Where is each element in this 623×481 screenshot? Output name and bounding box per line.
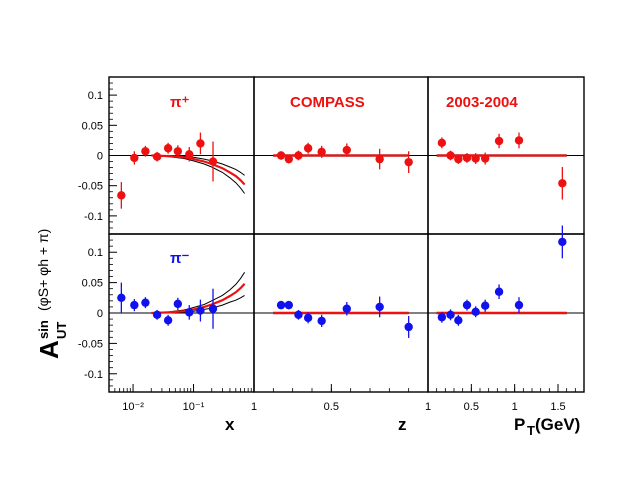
x-axis-title-z: z bbox=[398, 415, 407, 434]
y-tick-label: -0.05 bbox=[78, 181, 103, 193]
y-tick-label: -0.05 bbox=[78, 338, 103, 350]
data-point bbox=[437, 138, 447, 148]
data-point bbox=[130, 153, 139, 163]
y-tick-label: -0.1 bbox=[84, 211, 103, 223]
axes: 0.10.050-0.05-0.10.10.050-0.05-0.110⁻² 10… bbox=[78, 82, 576, 413]
data-point bbox=[141, 298, 150, 307]
x-tick-label: 0.5 bbox=[324, 401, 339, 413]
label-compass: COMPASS bbox=[290, 94, 365, 111]
x-axis-title-pt: P bbox=[514, 415, 525, 434]
data-point bbox=[317, 147, 326, 157]
y-tick-label: -0.1 bbox=[84, 369, 103, 381]
data-point bbox=[141, 147, 150, 156]
data-point bbox=[481, 301, 490, 310]
data-point bbox=[152, 310, 162, 320]
data-point bbox=[284, 154, 293, 164]
data-point bbox=[185, 150, 194, 159]
theory-curve bbox=[151, 283, 246, 315]
data-point bbox=[152, 152, 162, 161]
y-axis-title: A UT sin (φS+ φh + π) bbox=[34, 229, 69, 359]
x-tick-label: 1 bbox=[251, 401, 257, 413]
data-point bbox=[196, 306, 205, 315]
data-point bbox=[437, 313, 447, 322]
data-point bbox=[471, 154, 480, 163]
data-point bbox=[514, 136, 524, 145]
data-point bbox=[514, 300, 524, 310]
data-point bbox=[494, 287, 504, 296]
data-point bbox=[276, 151, 286, 160]
data-point bbox=[284, 300, 293, 310]
data-point bbox=[494, 136, 504, 146]
data-point bbox=[117, 293, 126, 303]
data-point bbox=[117, 191, 126, 200]
data-point bbox=[404, 157, 413, 167]
data-point bbox=[303, 313, 313, 323]
data-marks bbox=[109, 132, 584, 338]
label-pi-plus: π⁺ bbox=[170, 94, 189, 111]
data-point bbox=[342, 304, 351, 313]
data-point bbox=[276, 300, 286, 310]
label-years: 2003-2004 bbox=[446, 94, 518, 111]
data-point bbox=[163, 144, 173, 153]
data-point bbox=[481, 154, 490, 163]
y-axis-title-sup: sin bbox=[36, 320, 51, 339]
x-axis-title-x: x bbox=[225, 415, 235, 434]
data-point bbox=[454, 316, 463, 325]
x-tick-label: 10⁻² bbox=[122, 401, 144, 413]
y-tick-label: 0 bbox=[97, 308, 103, 320]
y-axis-title-func: (φS+ φh + π) bbox=[35, 229, 51, 311]
data-point bbox=[303, 144, 313, 153]
data-point bbox=[208, 304, 218, 313]
data-point bbox=[173, 147, 183, 156]
y-tick-label: 0.05 bbox=[82, 278, 103, 290]
data-point bbox=[185, 308, 194, 317]
x-axis-title-pt-sub: T bbox=[527, 423, 535, 438]
data-point bbox=[294, 151, 303, 160]
data-point bbox=[196, 139, 205, 148]
data-point bbox=[317, 316, 326, 326]
y-tick-label: 0.05 bbox=[82, 120, 103, 132]
data-point bbox=[375, 302, 384, 312]
data-point bbox=[375, 154, 384, 164]
x-tick-label: 0.5 bbox=[464, 401, 479, 413]
data-point bbox=[446, 151, 455, 160]
x-tick-label: 1.5 bbox=[550, 401, 565, 413]
data-point bbox=[558, 237, 567, 247]
data-point bbox=[208, 157, 218, 166]
theory-curve bbox=[151, 154, 246, 186]
data-point bbox=[558, 179, 567, 188]
x-axis-title-pt-unit: (GeV) bbox=[535, 415, 580, 434]
label-pi-minus: π⁻ bbox=[170, 250, 189, 267]
x-tick-label: 1 bbox=[512, 401, 518, 413]
panel-frames bbox=[108, 76, 585, 393]
data-point bbox=[446, 310, 455, 320]
data-point bbox=[294, 310, 303, 320]
data-point bbox=[462, 300, 472, 310]
theory-band-upper bbox=[151, 272, 246, 314]
data-point bbox=[404, 322, 413, 332]
y-tick-label: 0 bbox=[97, 151, 103, 163]
data-point bbox=[471, 307, 480, 316]
y-tick-label: 0.1 bbox=[88, 90, 103, 102]
y-axis-title-sub: UT bbox=[54, 322, 69, 339]
data-point bbox=[130, 300, 139, 310]
data-point bbox=[173, 299, 183, 309]
data-point bbox=[462, 153, 472, 163]
y-axis-title-main: A bbox=[34, 340, 64, 359]
data-point bbox=[342, 145, 351, 155]
y-tick-label: 0.1 bbox=[88, 247, 103, 259]
x-tick-label: 10⁻¹ bbox=[183, 401, 205, 413]
data-point bbox=[163, 316, 173, 325]
x-tick-label: 1 bbox=[425, 401, 431, 413]
data-point bbox=[454, 154, 463, 164]
